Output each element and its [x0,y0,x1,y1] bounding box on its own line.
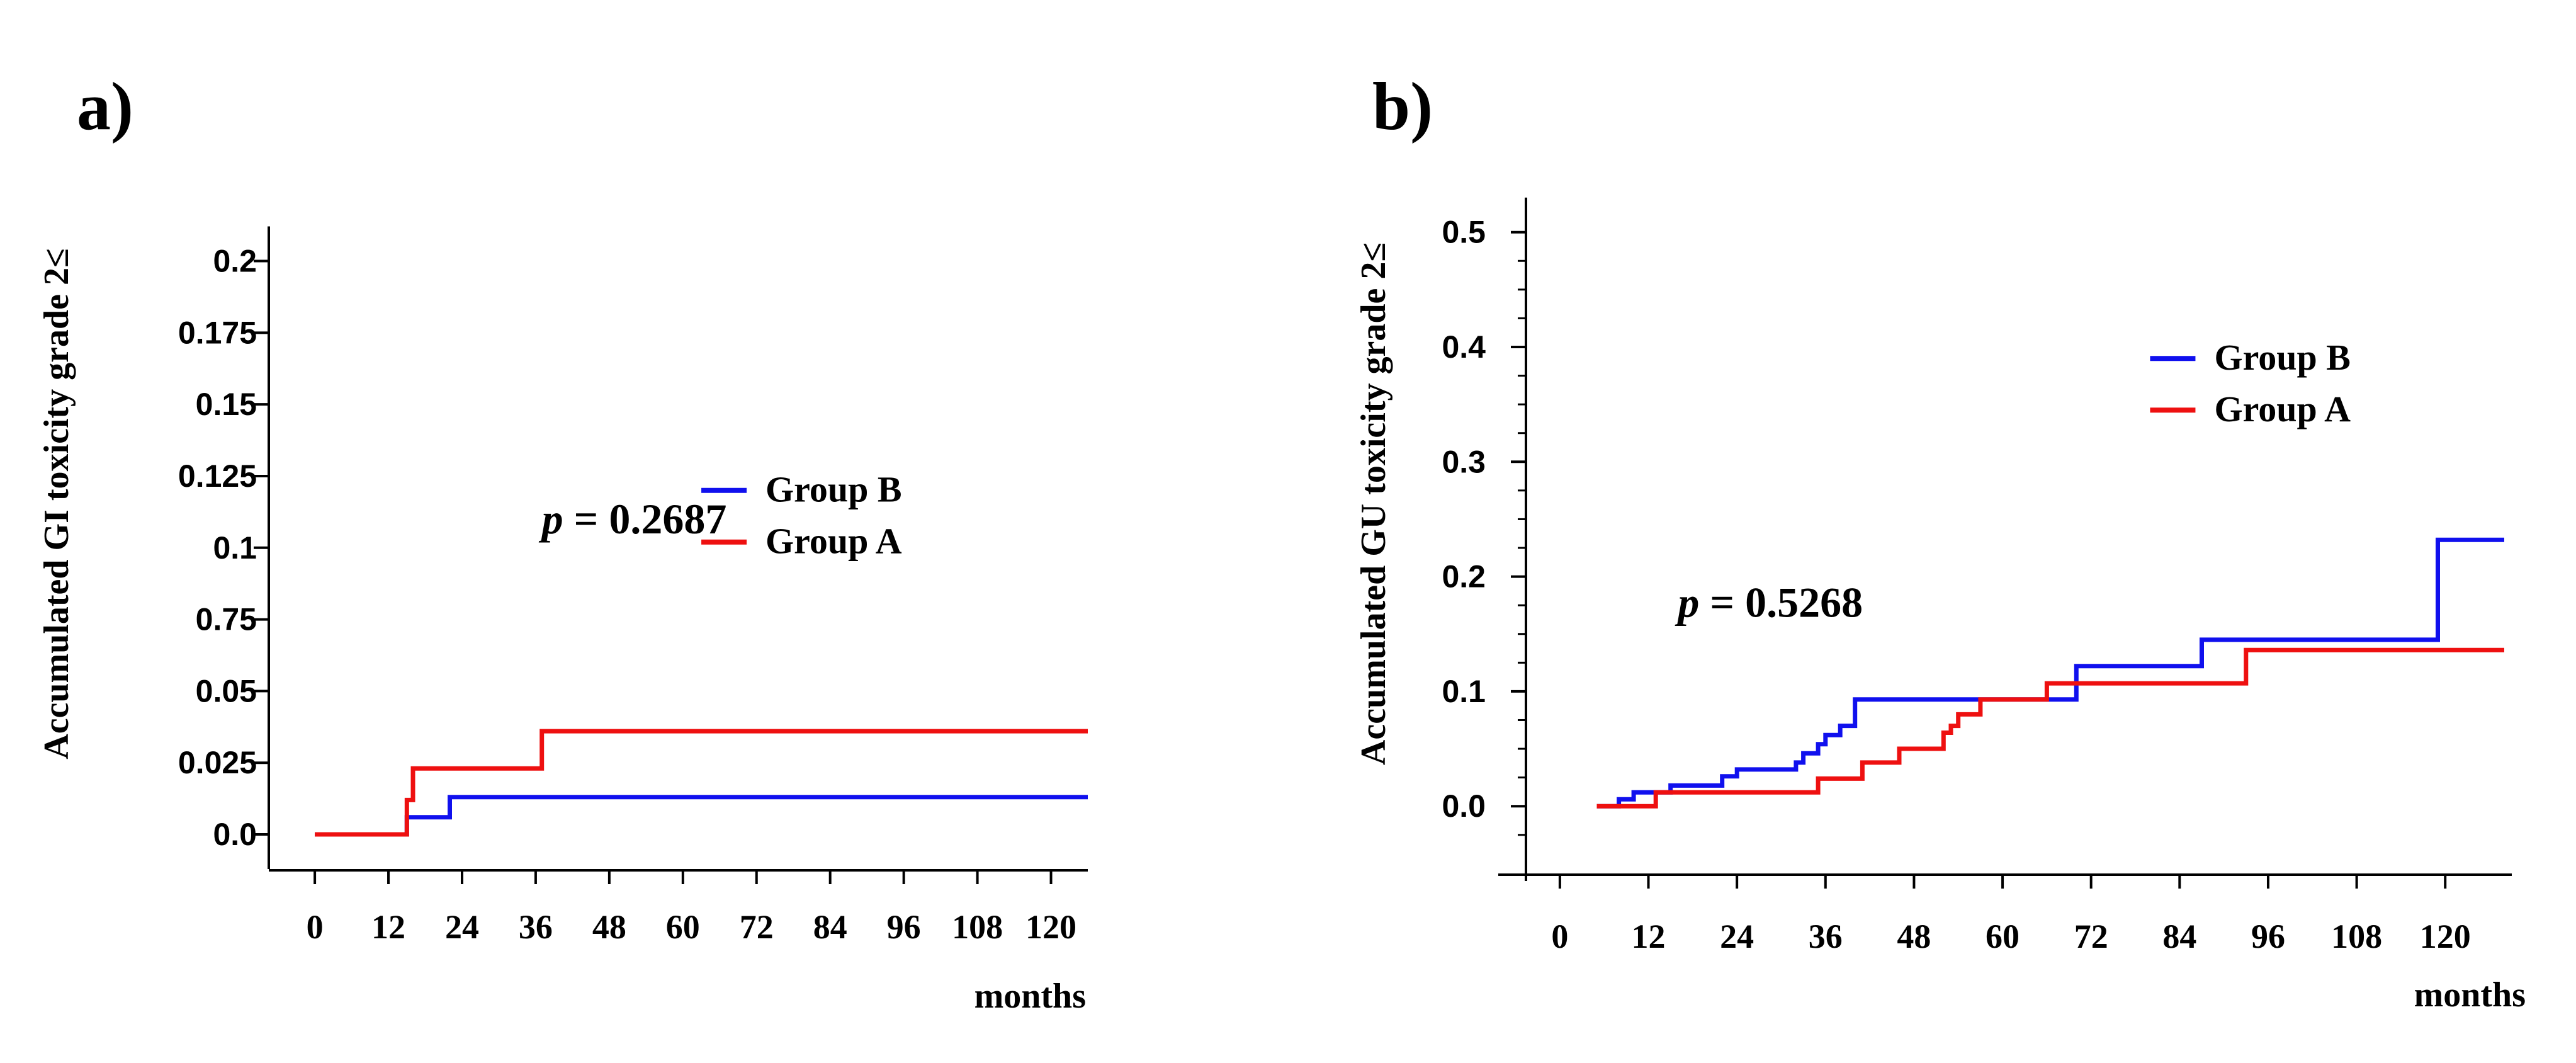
y-tick-label: 0.0 [213,817,257,852]
y-tick-label: 0.2 [1442,559,1486,594]
y-axis-label: Accumulated GU toxicity grade 2≤ [1354,242,1393,765]
x-tick-label: 108 [2331,918,2382,955]
p-value-number: = 0.5268 [1710,578,1863,626]
y-tick-label: 0.0 [1442,788,1486,824]
panel-b-chart: b) 0.0 0.1 0.2 0.3 0.4 0.5 0 12 24 36 48 60 72 84 96 108… [1354,69,2526,1015]
y-tick-label: 0.025 [178,745,257,780]
y-tick-label: 0.05 [196,673,257,708]
legend-label-group-a: Group A [765,521,902,562]
legend-label-group-b: Group B [765,469,902,510]
p-value-annotation: p = 0.2687 [539,495,727,543]
x-tick-label: 60 [666,908,700,946]
panel-a-chart: a) 0.0 0.025 0.05 0.75 0.1 0.125 0.15 0.175 0.2 0 1… [37,69,1088,1016]
series-line-group-b [315,795,1088,837]
x-tick-label: 12 [371,908,405,946]
p-value-symbol: p [1675,578,1710,626]
series-line-group-a [315,729,1088,837]
x-tick-label: 84 [2162,918,2196,955]
y-tick-label: 0.3 [1442,444,1486,479]
x-tick-label: 36 [519,908,553,946]
x-tick-label: 24 [445,908,479,946]
x-axis-label: months [2414,975,2526,1015]
x-tick-label: 0 [1551,918,1568,955]
x-tick-label: 72 [740,908,774,946]
y-tick-label: 0.175 [178,315,257,350]
legend-label-group-b: Group B [2214,337,2351,378]
x-axis-label: months [974,977,1086,1016]
legend-label-group-a: Group A [2214,389,2351,429]
x-tick-label: 96 [887,908,921,946]
x-tick-label: 96 [2251,918,2285,955]
panel-label: b) [1372,69,1433,144]
y-tick-label: 0.15 [196,387,257,422]
y-tick-label: 0.4 [1442,329,1486,365]
y-tick-label: 0.1 [213,530,257,566]
x-tick-label: 36 [1809,918,1843,955]
x-tick-label: 48 [1897,918,1931,955]
x-tick-label: 120 [2420,918,2471,955]
p-value-number: = 0.2687 [574,495,727,543]
x-tick-label: 0 [307,908,324,946]
p-value-symbol: p [539,495,574,543]
y-tick-label: 0.2 [213,244,257,279]
panel-label: a) [77,69,133,144]
x-tick-label: 48 [592,908,626,946]
x-tick-label: 120 [1025,908,1076,946]
series-line-group-a [1596,647,2504,809]
y-tick-label: 0.5 [1442,215,1486,250]
y-tick-label: 0.75 [196,602,257,637]
x-tick-label: 12 [1632,918,1666,955]
x-tick-label: 108 [952,908,1003,946]
x-tick-label: 72 [2074,918,2108,955]
x-tick-label: 84 [813,908,847,946]
y-tick-label: 0.125 [178,458,257,494]
p-value-annotation: p = 0.5268 [1675,578,1863,626]
x-tick-label: 60 [1986,918,2020,955]
x-tick-label: 24 [1720,918,1754,955]
y-tick-label: 0.1 [1442,674,1486,709]
y-axis-label: Accumulated GI toxicity grade 2≤ [37,248,76,759]
